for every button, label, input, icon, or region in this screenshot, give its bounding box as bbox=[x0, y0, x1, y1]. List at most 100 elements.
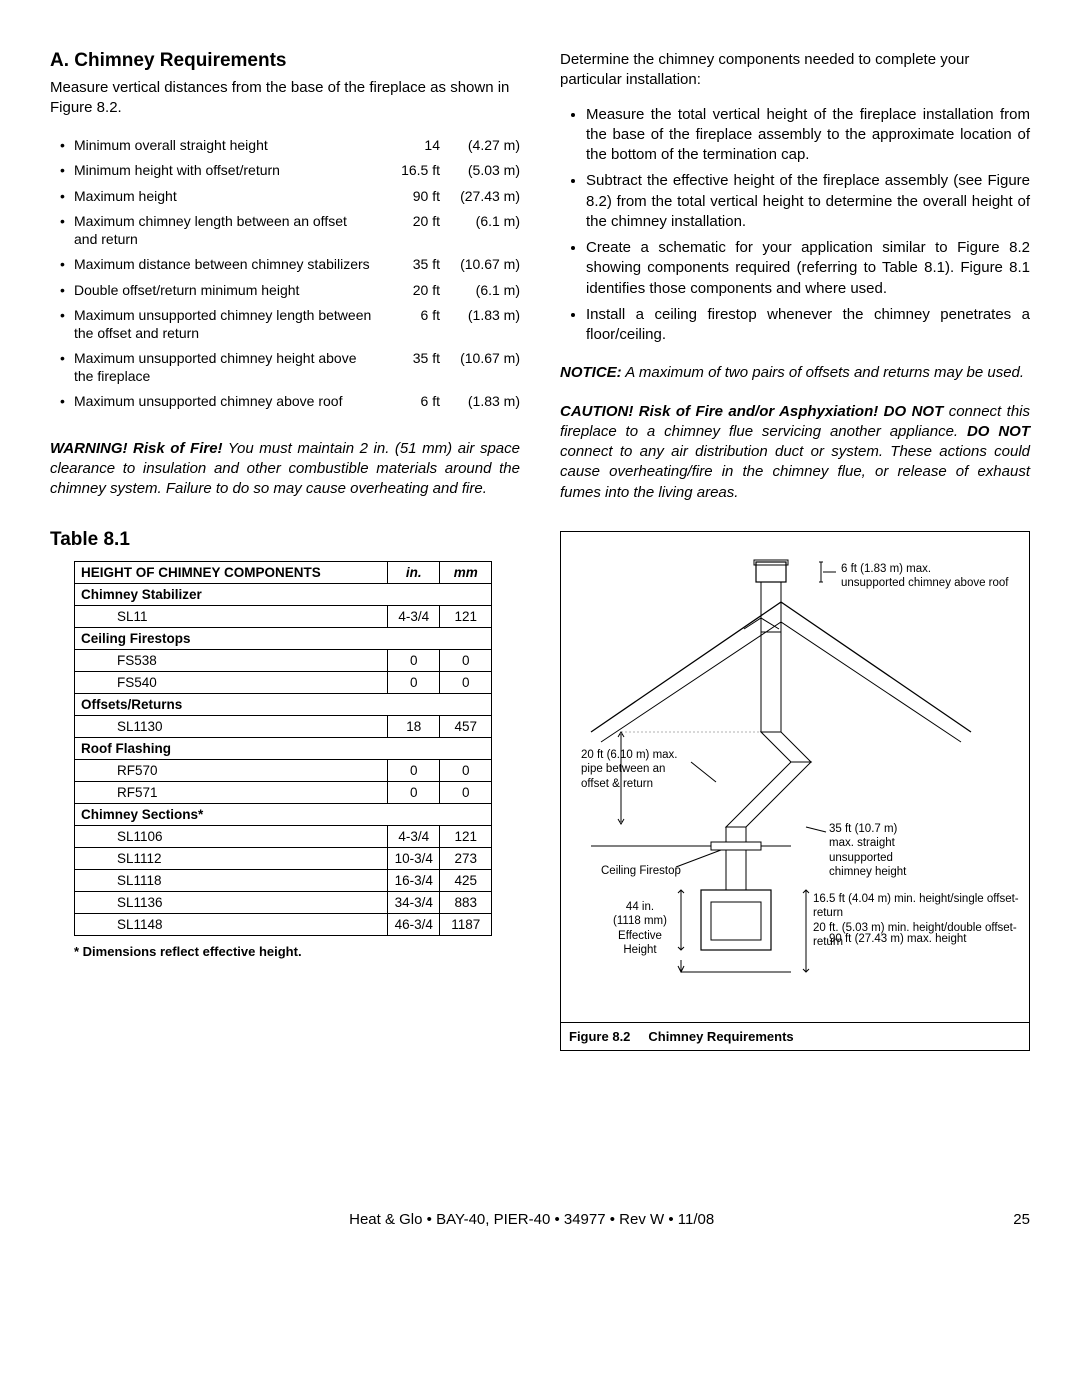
table-row: SL111816-3/4425 bbox=[75, 870, 492, 892]
spec-row: •Minimum overall straight height14(4.27 … bbox=[60, 133, 520, 159]
component-in: 34-3/4 bbox=[388, 892, 440, 914]
bullet-icon: • bbox=[60, 188, 74, 204]
spec-value-imperial: 6 ft bbox=[380, 307, 440, 323]
component-in: 18 bbox=[388, 716, 440, 738]
component-mm: 457 bbox=[440, 716, 492, 738]
ann-90ft-max: 90 ft (27.43 m) max. height bbox=[829, 932, 966, 946]
spec-row: •Minimum height with offset/return16.5 f… bbox=[60, 158, 520, 184]
component-name: SL1136 bbox=[75, 892, 388, 914]
table-row: RF57000 bbox=[75, 760, 492, 782]
notice-paragraph: NOTICE: A maximum of two pairs of offset… bbox=[560, 363, 1030, 383]
spec-value-imperial: 16.5 ft bbox=[380, 162, 440, 178]
caution-paragraph: CAUTION! Risk of Fire and/or Asphyxiatio… bbox=[560, 402, 1030, 503]
table-row: FS54000 bbox=[75, 672, 492, 694]
spec-value-metric: (1.83 m) bbox=[440, 393, 520, 409]
component-mm: 0 bbox=[440, 760, 492, 782]
spec-label: Minimum overall straight height bbox=[74, 137, 380, 155]
step-item: Install a ceiling firestop whenever the … bbox=[586, 305, 1030, 346]
spec-value-metric: (6.1 m) bbox=[440, 213, 520, 229]
table-section-row: Ceiling Firestops bbox=[75, 628, 492, 650]
table-row: SL114-3/4121 bbox=[75, 606, 492, 628]
figure-body: 6 ft (1.83 m) max. unsupported chimney a… bbox=[561, 532, 1029, 1022]
table-section-row: Chimney Sections* bbox=[75, 804, 492, 826]
bullet-icon: • bbox=[60, 282, 74, 298]
component-in: 16-3/4 bbox=[388, 870, 440, 892]
figure-title: Chimney Requirements bbox=[648, 1029, 793, 1044]
spec-row: •Maximum unsupported chimney height abov… bbox=[60, 346, 520, 389]
table-row: SL11064-3/4121 bbox=[75, 826, 492, 848]
notice-lead: NOTICE: bbox=[560, 364, 622, 381]
table-section-row: Offsets/Returns bbox=[75, 694, 492, 716]
spec-value-metric: (10.67 m) bbox=[440, 350, 520, 366]
warning-paragraph: WARNING! Risk of Fire! You must maintain… bbox=[50, 439, 520, 500]
spec-value-imperial: 6 ft bbox=[380, 393, 440, 409]
table-row: SL114846-3/41187 bbox=[75, 914, 492, 936]
table-row: SL113018457 bbox=[75, 716, 492, 738]
spec-row: •Maximum unsupported chimney length betw… bbox=[60, 303, 520, 346]
bullet-icon: • bbox=[60, 256, 74, 272]
notice-body: A maximum of two pairs of offsets and re… bbox=[622, 364, 1024, 381]
spec-value-imperial: 35 ft bbox=[380, 350, 440, 366]
caution-lead: CAUTION! Risk of Fire and/or Asphyxiatio… bbox=[560, 403, 943, 420]
component-name: FS538 bbox=[75, 650, 388, 672]
intro-text: Measure vertical distances from the base… bbox=[50, 78, 520, 119]
caution-lead2: DO NOT bbox=[967, 423, 1030, 440]
table-header-main: HEIGHT OF CHIMNEY COMPONENTS bbox=[75, 562, 388, 584]
table-header-mm: mm bbox=[440, 562, 492, 584]
spec-value-imperial: 35 ft bbox=[380, 256, 440, 272]
right-intro: Determine the chimney components needed … bbox=[560, 50, 1030, 91]
spec-row: •Maximum chimney length between an offse… bbox=[60, 209, 520, 252]
table-heading: Table 8.1 bbox=[50, 529, 520, 551]
table-row: RF57100 bbox=[75, 782, 492, 804]
section-heading: A. Chimney Requirements bbox=[50, 50, 520, 72]
component-in: 10-3/4 bbox=[388, 848, 440, 870]
spec-label: Minimum height with offset/return bbox=[74, 162, 380, 180]
component-table: HEIGHT OF CHIMNEY COMPONENTS in. mm Chim… bbox=[74, 561, 492, 936]
bullet-icon: • bbox=[60, 162, 74, 178]
component-name: SL11 bbox=[75, 606, 388, 628]
spec-value-imperial: 20 ft bbox=[380, 282, 440, 298]
spec-value-metric: (6.1 m) bbox=[440, 282, 520, 298]
table-section-row: Roof Flashing bbox=[75, 738, 492, 760]
ann-20ft-offset: 20 ft (6.10 m) max. pipe between an offs… bbox=[581, 748, 678, 791]
table-row: FS53800 bbox=[75, 650, 492, 672]
component-name: SL1130 bbox=[75, 716, 388, 738]
component-in: 0 bbox=[388, 650, 440, 672]
spec-value-metric: (1.83 m) bbox=[440, 307, 520, 323]
bullet-icon: • bbox=[60, 350, 74, 366]
table-row: SL113634-3/4883 bbox=[75, 892, 492, 914]
warning-lead: WARNING! Risk of Fire! bbox=[50, 440, 223, 457]
spec-label: Maximum unsupported chimney height above… bbox=[74, 350, 380, 385]
spec-value-metric: (4.27 m) bbox=[440, 137, 520, 153]
component-in: 4-3/4 bbox=[388, 606, 440, 628]
component-name: FS540 bbox=[75, 672, 388, 694]
component-name: SL1148 bbox=[75, 914, 388, 936]
footer-page-number: 25 bbox=[1013, 1211, 1030, 1228]
spec-value-metric: (5.03 m) bbox=[440, 162, 520, 178]
spec-row: •Maximum distance between chimney stabil… bbox=[60, 252, 520, 278]
spec-label: Maximum distance between chimney stabili… bbox=[74, 256, 380, 274]
bullet-icon: • bbox=[60, 393, 74, 409]
component-mm: 1187 bbox=[440, 914, 492, 936]
component-mm: 0 bbox=[440, 782, 492, 804]
component-name: SL1106 bbox=[75, 826, 388, 848]
ann-ceiling-firestop: Ceiling Firestop bbox=[601, 864, 681, 878]
component-name: RF570 bbox=[75, 760, 388, 782]
spec-row: •Double offset/return minimum height20 f… bbox=[60, 278, 520, 304]
component-mm: 273 bbox=[440, 848, 492, 870]
step-item: Create a schematic for your application … bbox=[586, 238, 1030, 299]
ann-effective-height: 44 in. (1118 mm) Effective Height bbox=[605, 900, 675, 958]
component-mm: 0 bbox=[440, 650, 492, 672]
step-item: Measure the total vertical height of the… bbox=[586, 105, 1030, 166]
bullet-icon: • bbox=[60, 137, 74, 153]
table-row: SL111210-3/4273 bbox=[75, 848, 492, 870]
component-mm: 121 bbox=[440, 606, 492, 628]
figure-caption: Figure 8.2Chimney Requirements bbox=[561, 1022, 1029, 1050]
footer-left: Heat & Glo • BAY-40, PIER-40 • 34977 • R… bbox=[349, 1211, 714, 1228]
component-mm: 121 bbox=[440, 826, 492, 848]
spec-value-metric: (10.67 m) bbox=[440, 256, 520, 272]
spec-label: Maximum height bbox=[74, 188, 380, 206]
component-name: SL1118 bbox=[75, 870, 388, 892]
component-in: 0 bbox=[388, 760, 440, 782]
component-in: 46-3/4 bbox=[388, 914, 440, 936]
